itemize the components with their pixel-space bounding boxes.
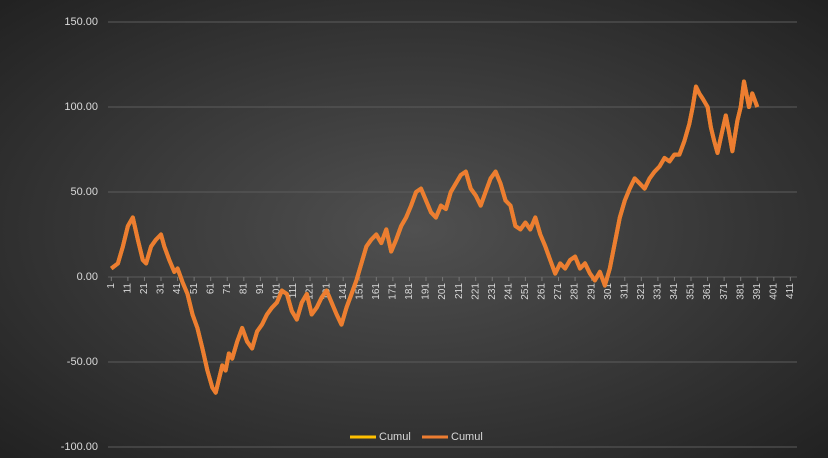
x-tick-label: 141 <box>338 283 349 300</box>
x-tick-label: 61 <box>205 283 216 295</box>
x-tick-label: 181 <box>404 283 415 300</box>
y-tick-label: 50.00 <box>70 186 98 198</box>
y-tick-label: 100.00 <box>64 101 98 113</box>
x-tick-label: 201 <box>437 283 448 300</box>
x-tick-label: 81 <box>238 283 249 295</box>
legend-label: Cumul <box>379 431 411 443</box>
x-tick-label: 211 <box>454 283 465 299</box>
x-tick-label: 231 <box>487 283 498 300</box>
x-tick-label: 21 <box>139 283 150 295</box>
x-tick-label: 171 <box>388 283 399 300</box>
x-tick-label: 301 <box>603 283 614 300</box>
x-tick-label: 321 <box>636 283 647 300</box>
x-tick-label: 91 <box>255 283 266 295</box>
x-tick-label: 11 <box>123 283 134 294</box>
x-tick-label: 71 <box>222 283 233 295</box>
y-tick-label: 150.00 <box>64 16 98 28</box>
x-tick-label: 391 <box>752 283 763 300</box>
x-tick-label: 261 <box>537 283 548 300</box>
x-tick-label: 121 <box>305 283 316 300</box>
x-tick-label: 221 <box>470 283 481 300</box>
x-tick-label: 361 <box>702 283 713 300</box>
x-tick-label: 191 <box>421 283 432 300</box>
x-tick-label: 151 <box>354 283 365 300</box>
x-tick-label: 381 <box>735 283 746 300</box>
x-tick-label: 41 <box>172 283 183 295</box>
x-tick-label: 291 <box>586 283 597 300</box>
x-tick-label: 241 <box>503 283 514 300</box>
x-tick-label: 1 <box>106 283 117 289</box>
x-tick-label: 311 <box>619 283 630 299</box>
x-tick-label: 371 <box>719 283 730 300</box>
x-tick-label: 401 <box>768 283 779 300</box>
x-tick-label: 161 <box>371 283 382 300</box>
y-tick-label: -100.00 <box>61 441 98 453</box>
x-tick-label: 411 <box>785 283 796 299</box>
x-tick-label: 281 <box>570 283 581 300</box>
x-tick-label: 31 <box>156 283 167 295</box>
x-tick-label: 271 <box>553 283 564 300</box>
x-tick-label: 331 <box>653 283 664 300</box>
legend-label: Cumul <box>451 431 483 443</box>
x-tick-label: 251 <box>520 283 531 300</box>
x-tick-label: 341 <box>669 283 680 300</box>
series-line <box>110 79 760 395</box>
y-tick-label: -50.00 <box>67 356 98 368</box>
x-tick-label: 51 <box>189 283 200 295</box>
x-tick-label: 351 <box>686 283 697 300</box>
x-tick-label: 101 <box>272 283 283 300</box>
x-tick-label: 111 <box>288 283 299 299</box>
y-tick-label: 0.00 <box>77 271 98 283</box>
